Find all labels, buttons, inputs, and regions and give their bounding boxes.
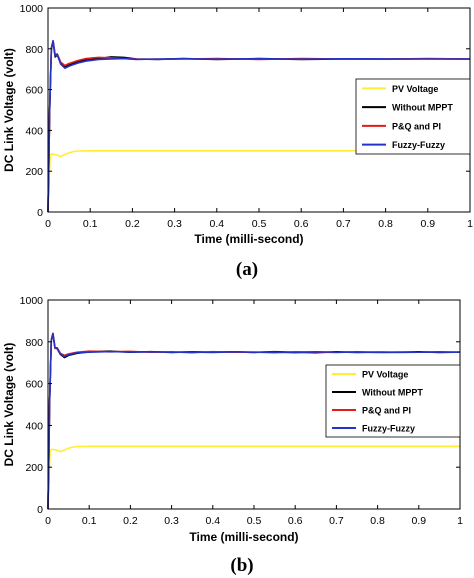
panel-b: 0 0.1 0.2 0.3 0.4 0.5 0.6 0.7 0.8 0.9 1 0 200 400 600 8… xyxy=(2,295,463,576)
x-tick-label: 0.6 xyxy=(288,515,303,527)
x-tick-label: 0.9 xyxy=(420,218,435,230)
x-tick-label: 0 xyxy=(45,218,51,230)
y-tick-label: 400 xyxy=(25,420,43,432)
series-line-fuzzy-fuzzy xyxy=(47,333,461,510)
x-tick-label: 0.2 xyxy=(125,218,140,230)
y-tick-label: 0 xyxy=(37,207,43,219)
y-axis-title: DC Link Voltage (volt) xyxy=(2,48,16,172)
x-tick-label: 0.5 xyxy=(252,218,267,230)
legend-entry: Fuzzy-Fuzzy xyxy=(362,424,415,434)
x-tick-label: 0.4 xyxy=(209,218,224,230)
x-tick-label: 0.9 xyxy=(411,515,426,527)
y-tick-label: 1000 xyxy=(20,295,44,307)
x-tick-label: 0.6 xyxy=(294,218,309,230)
x-tick-label: 0.3 xyxy=(164,515,179,527)
series-line-fuzzy-fuzzy xyxy=(47,39,470,213)
legend-entry: P&Q and PI xyxy=(392,121,441,131)
y-axis-title: DC Link Voltage (volt) xyxy=(2,343,16,467)
series-line-pv-voltage xyxy=(47,150,470,213)
x-tick-label: 0.8 xyxy=(378,218,393,230)
legend-entry: Without MPPT xyxy=(362,388,423,398)
x-tick-label: 0.8 xyxy=(370,515,385,527)
x-axis-title: Time (milli-second) xyxy=(189,530,298,544)
y-tick-label: 600 xyxy=(25,85,43,97)
y-tick-label: 800 xyxy=(25,44,43,56)
y-tick-label: 200 xyxy=(25,166,43,178)
legend-box xyxy=(355,78,471,155)
legend-entry: Without MPPT xyxy=(392,103,453,113)
x-tick-label: 0.7 xyxy=(329,515,344,527)
x-tick-label: 0.5 xyxy=(247,515,262,527)
legend-entry: PV Voltage xyxy=(362,370,408,380)
legend: PV Voltage Without MPPT P&Q and PI Fuzzy-Fu… xyxy=(355,78,471,155)
x-tick-label: 0.1 xyxy=(83,218,98,230)
x-tick-label: 0.4 xyxy=(205,515,220,527)
x-tick-label: 0 xyxy=(45,515,51,527)
y-tick-label: 600 xyxy=(25,379,43,391)
x-axis-title: Time (milli-second) xyxy=(194,232,303,246)
x-tick-label: 1 xyxy=(467,218,473,230)
y-tick-label: 200 xyxy=(25,462,43,474)
series-line-pv-voltage xyxy=(47,445,460,510)
y-tick-label: 800 xyxy=(25,337,43,349)
legend: PV Voltage Without MPPT P&Q and PI Fuzzy-Fu… xyxy=(325,364,461,438)
y-tick-label: 400 xyxy=(25,125,43,137)
x-tick-label: 0.7 xyxy=(336,218,351,230)
legend-entry: PV Voltage xyxy=(392,84,438,94)
panel-a: 0 0.1 0.2 0.3 0.4 0.5 0.6 0.7 0.8 0.9 1 0 200 400 600 8… xyxy=(2,3,473,280)
y-tick-label: 1000 xyxy=(20,3,44,15)
panel-label: (a) xyxy=(236,259,258,280)
legend-entry: P&Q and PI xyxy=(362,406,411,416)
legend-entry: Fuzzy-Fuzzy xyxy=(392,140,445,150)
x-tick-label: 1 xyxy=(457,515,463,527)
panel-label: (b) xyxy=(230,555,253,576)
x-tick-label: 0.1 xyxy=(82,515,97,527)
legend-box xyxy=(325,364,461,438)
x-tick-label: 0.2 xyxy=(123,515,138,527)
y-tick-label: 0 xyxy=(37,504,43,516)
x-tick-label: 0.3 xyxy=(167,218,182,230)
